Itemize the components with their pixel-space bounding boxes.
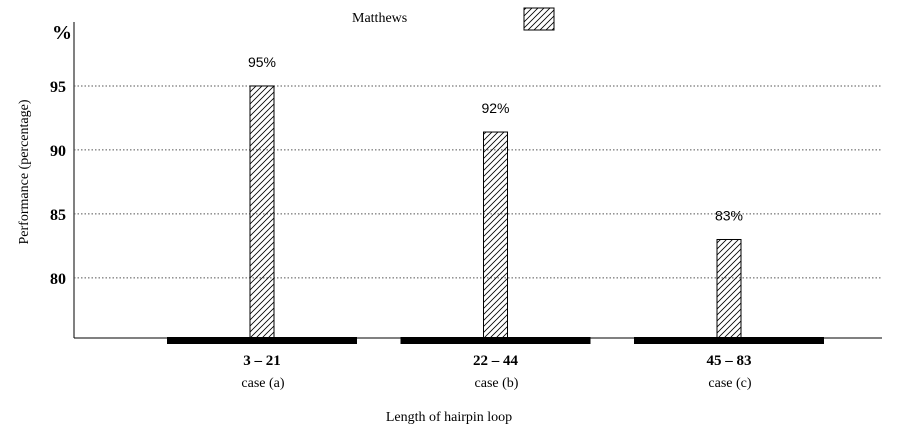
y-tick-label: 85 (50, 207, 66, 224)
y-tick-label: 90 (50, 143, 66, 160)
bar (716, 238, 742, 339)
y-tick-label: 80 (50, 271, 66, 288)
category-sublabel: case (a) (241, 376, 284, 391)
data-label: 95% (248, 54, 276, 70)
x-axis-label: Length of hairpin loop (386, 410, 512, 425)
legend-label: Matthews (352, 11, 407, 26)
category-label: 45 – 83 (707, 353, 752, 369)
data-label: 83% (715, 207, 743, 223)
category-sublabel: case (b) (475, 376, 519, 391)
category-label: 22 – 44 (473, 353, 519, 369)
bar (249, 85, 275, 339)
y-unit: % (52, 22, 72, 44)
bar (483, 131, 508, 339)
legend-swatch (523, 7, 555, 31)
category-sublabel: case (c) (708, 376, 751, 391)
category-label: 3 – 21 (243, 353, 281, 369)
y-tick-label: 95 (50, 79, 66, 96)
category-band (634, 337, 824, 344)
category-band (167, 337, 357, 344)
y-axis-label: Performance (percentage) (17, 99, 32, 244)
data-label: 92% (481, 100, 509, 116)
category-band (400, 337, 591, 344)
